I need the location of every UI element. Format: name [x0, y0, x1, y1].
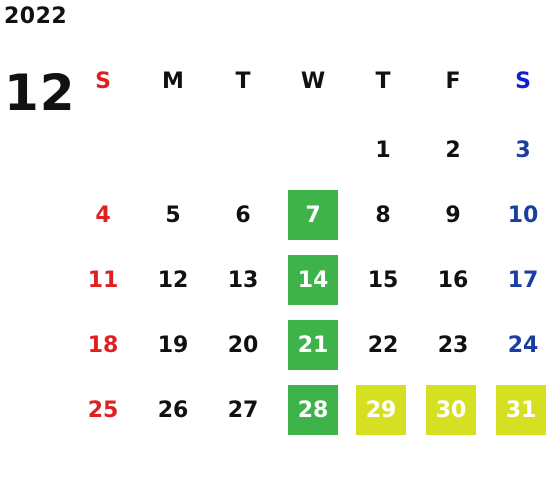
day-cell: 16 — [437, 267, 469, 293]
day-cell: 19 — [157, 332, 189, 358]
day-cell-highlighted-yellow: 30 — [426, 385, 476, 435]
weekday-header-saturday: S — [515, 68, 531, 94]
day-cell: 23 — [437, 332, 469, 358]
day-cell: 9 — [445, 202, 461, 228]
day-cell: 15 — [367, 267, 399, 293]
day-cell: 2 — [445, 137, 461, 163]
day-cell-highlighted-green: 21 — [288, 320, 338, 370]
day-cell-highlighted-green: 14 — [288, 255, 338, 305]
day-cell: 1 — [375, 137, 391, 163]
day-cell: 8 — [375, 202, 391, 228]
day-cell-highlighted-yellow: 31 — [496, 385, 546, 435]
weekday-header-thursday: T — [375, 68, 391, 94]
day-cell: 26 — [157, 397, 189, 423]
day-cell: 6 — [235, 202, 251, 228]
month-label: 12 — [4, 64, 76, 122]
day-cell-highlighted-green: 7 — [288, 190, 338, 240]
day-cell-sunday: 4 — [95, 202, 111, 228]
day-cell-saturday: 3 — [515, 137, 531, 163]
day-cell: 13 — [227, 267, 259, 293]
day-cell-highlighted-green: 28 — [288, 385, 338, 435]
weekday-header-monday: M — [162, 68, 184, 94]
day-cell-sunday: 25 — [87, 397, 119, 423]
weekday-header-wednesday: W — [300, 68, 326, 94]
weekday-header-sunday: S — [95, 68, 111, 94]
day-cell-sunday: 18 — [87, 332, 119, 358]
day-cell: 20 — [227, 332, 259, 358]
day-cell: 12 — [157, 267, 189, 293]
day-cell-saturday: 17 — [507, 267, 539, 293]
day-cell-saturday: 10 — [507, 202, 539, 228]
weekday-header-tuesday: T — [235, 68, 251, 94]
day-cell-sunday: 11 — [87, 267, 119, 293]
day-cell: 5 — [165, 202, 181, 228]
year-label: 2022 — [4, 4, 68, 29]
day-cell: 22 — [367, 332, 399, 358]
day-cell-saturday: 24 — [507, 332, 539, 358]
day-cell-highlighted-yellow: 29 — [356, 385, 406, 435]
weekday-header-friday: F — [445, 68, 461, 94]
day-cell: 27 — [227, 397, 259, 423]
